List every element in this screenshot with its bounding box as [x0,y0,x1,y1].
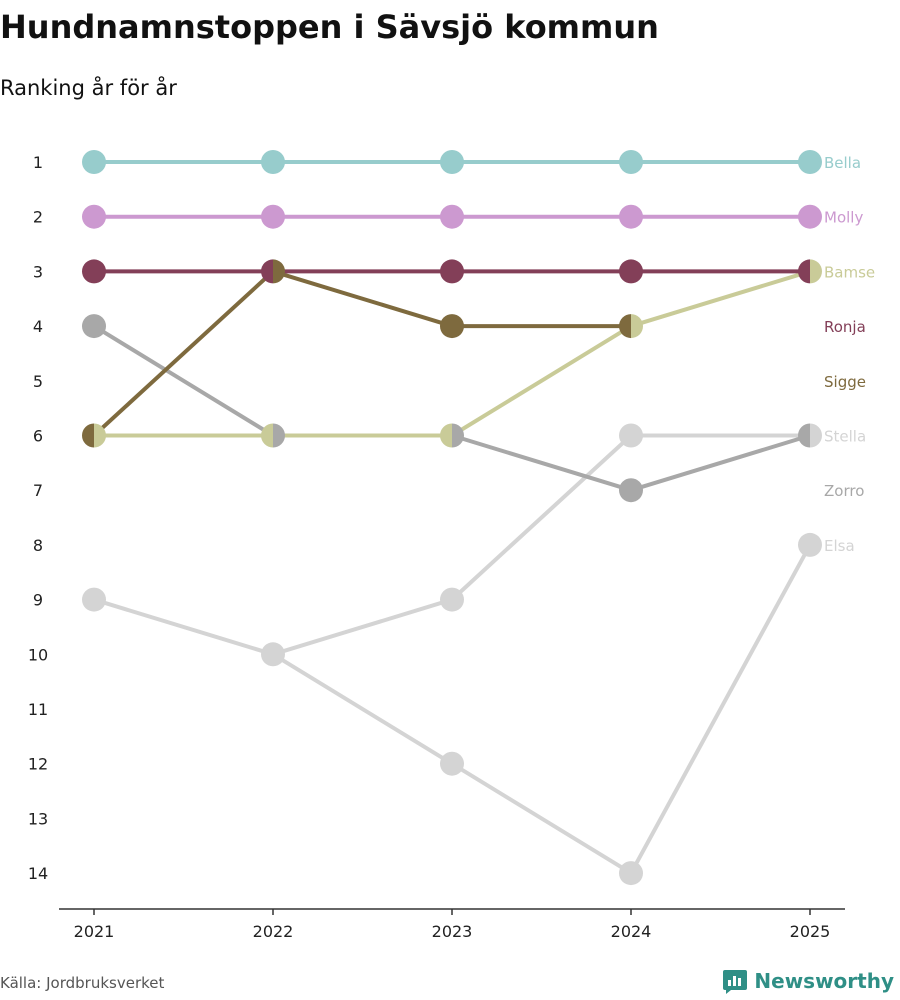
y-tick-label: 7 [33,481,43,500]
data-point-elsa [273,642,285,667]
end-label-ronja: Ronja [824,318,866,336]
newsworthy-logo-icon [723,970,748,994]
y-tick-label: 8 [33,536,43,555]
series-line [92,324,812,493]
data-point-stella [440,587,464,612]
end-label-bella: Bella [824,154,861,172]
brand-name: Newsworthy [754,969,894,993]
chart-title: Hundnamnstoppen i Sävsjö kommun [0,8,659,46]
data-point-molly [261,204,285,229]
data-point-bamse [631,314,643,339]
series-line [92,269,812,438]
data-point-bamse [440,423,452,448]
data-point-zorro [82,314,106,339]
data-point-bamse [810,259,822,284]
end-label-bamse: Bamse [824,263,875,281]
x-tick-label: 2022 [253,922,294,941]
y-tick-label: 10 [28,645,48,664]
y-tick-label: 14 [28,864,48,883]
y-tick-label: 13 [28,809,48,828]
series-line [92,269,633,438]
y-tick-label: 5 [33,372,43,391]
y-tick-label: 3 [33,262,43,281]
data-point-sigge [273,259,285,284]
brand-logo: Newsworthy [722,968,894,994]
data-point-ronja [82,259,106,284]
data-point-molly [619,204,643,229]
x-tick-label: 2021 [74,922,115,941]
data-point-elsa [798,532,822,557]
source-note: Källa: Jordbruksverket [0,974,165,992]
y-tick-label: 4 [33,317,43,336]
data-point-bella [440,150,464,174]
data-point-bella [82,150,106,174]
end-label-sigge: Sigge [824,373,866,391]
data-points [82,150,822,886]
x-tick-label: 2025 [790,922,831,941]
data-point-molly [440,204,464,229]
series-stella [271,433,812,657]
data-point-sigge [619,314,631,339]
data-point-bamse [261,423,273,448]
y-tick-label: 12 [28,755,48,774]
end-label-stella: Stella [824,428,866,446]
data-point-zorro [619,478,643,503]
y-tick-label: 11 [28,700,48,719]
x-tick-label: 2024 [611,922,652,941]
data-point-elsa [440,751,464,776]
chart-subtitle: Ranking år för år [0,76,177,100]
end-label-molly: Molly [824,209,863,227]
data-point-molly [798,204,822,229]
y-tick-label: 2 [33,208,43,227]
data-point-stella [810,423,822,448]
data-point-sigge [440,314,464,339]
y-tick-label: 9 [33,591,43,610]
data-point-stella [261,642,273,667]
data-point-ronja [619,259,643,284]
data-point-ronja [798,259,810,284]
data-point-zorro [798,423,810,448]
series-line [271,433,812,657]
data-point-bella [798,150,822,174]
data-point-ronja [261,259,273,284]
x-tick-label: 2023 [432,922,473,941]
data-point-sigge [82,423,94,448]
data-point-elsa [82,587,106,612]
data-point-elsa [619,861,643,886]
end-label-zorro: Zorro [824,482,864,500]
series-zorro [92,324,812,493]
data-point-bamse [94,423,107,448]
series-sigge [92,269,633,438]
series-bamse [92,269,812,438]
data-point-zorro [452,423,464,448]
y-tick-label: 6 [33,427,43,446]
data-point-molly [82,204,106,229]
data-point-stella [619,423,643,448]
y-tick-label: 1 [33,153,43,172]
end-label-elsa: Elsa [824,537,855,555]
data-point-bella [619,150,643,174]
data-point-zorro [273,423,285,448]
data-point-ronja [440,259,464,284]
data-point-bella [261,150,285,174]
